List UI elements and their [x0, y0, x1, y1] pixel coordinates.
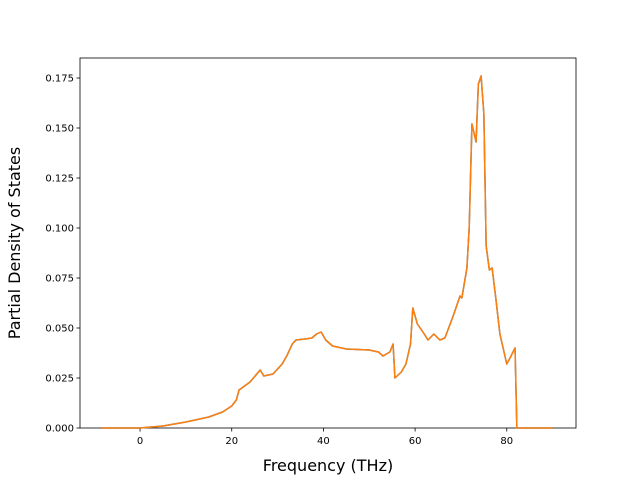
- y-tick-label: 0.100: [45, 224, 74, 235]
- y-tick-label: 0.125: [45, 174, 74, 185]
- y-tick-label: 0.025: [45, 374, 74, 385]
- x-tick-label: 40: [317, 436, 330, 447]
- x-tick-label: 0: [137, 436, 143, 447]
- x-tick-label: 20: [225, 436, 238, 447]
- y-tick-label: 0.150: [45, 124, 74, 135]
- x-tick-label: 60: [409, 436, 422, 447]
- y-tick-label: 0.050: [45, 324, 74, 335]
- plot-frame: [79, 57, 577, 429]
- y-axis-label: Partial Density of States: [5, 147, 24, 339]
- y-tick-label: 0.175: [45, 74, 74, 85]
- y-tick-label: 0.000: [45, 424, 74, 435]
- data-line: [102, 75, 553, 429]
- y-tick-label: 0.075: [45, 274, 74, 285]
- x-tick-label: 80: [500, 436, 513, 447]
- data-line: [102, 75, 553, 429]
- x-axis-label: Frequency (THz): [263, 456, 393, 475]
